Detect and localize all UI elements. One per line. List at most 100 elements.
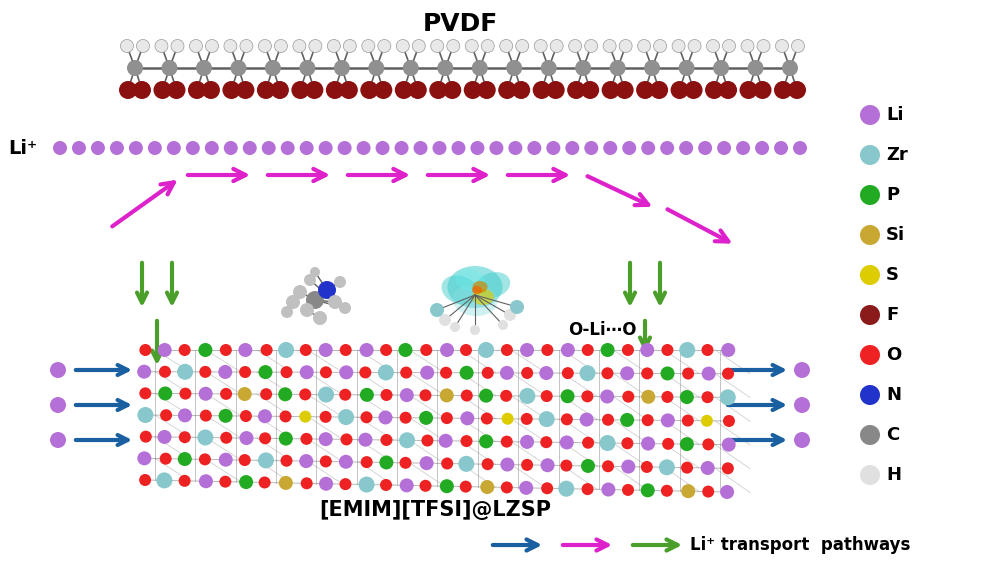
Circle shape bbox=[50, 397, 66, 413]
Circle shape bbox=[360, 456, 372, 468]
Circle shape bbox=[580, 413, 594, 427]
Circle shape bbox=[360, 388, 374, 402]
Circle shape bbox=[240, 366, 251, 378]
Circle shape bbox=[685, 81, 703, 99]
Circle shape bbox=[472, 60, 488, 76]
Circle shape bbox=[465, 39, 478, 53]
Circle shape bbox=[470, 141, 484, 155]
Circle shape bbox=[140, 387, 152, 399]
Circle shape bbox=[278, 342, 294, 358]
Circle shape bbox=[398, 343, 412, 357]
Circle shape bbox=[318, 387, 334, 403]
Circle shape bbox=[440, 343, 454, 357]
Text: Zr: Zr bbox=[886, 146, 908, 164]
Circle shape bbox=[220, 476, 232, 488]
Circle shape bbox=[748, 60, 763, 76]
Circle shape bbox=[450, 322, 460, 332]
Ellipse shape bbox=[472, 281, 487, 293]
Circle shape bbox=[177, 364, 193, 380]
Circle shape bbox=[310, 267, 320, 277]
Circle shape bbox=[562, 367, 574, 379]
Circle shape bbox=[582, 344, 594, 356]
Circle shape bbox=[500, 390, 512, 402]
Circle shape bbox=[602, 367, 614, 379]
Text: O-Li⋯O: O-Li⋯O bbox=[568, 321, 637, 339]
Circle shape bbox=[380, 434, 392, 446]
Circle shape bbox=[720, 389, 736, 405]
Text: F: F bbox=[886, 306, 898, 324]
Circle shape bbox=[224, 39, 237, 53]
Text: N: N bbox=[886, 386, 901, 404]
Text: C: C bbox=[886, 426, 899, 444]
Circle shape bbox=[300, 303, 314, 317]
Circle shape bbox=[722, 463, 734, 475]
Circle shape bbox=[447, 39, 460, 53]
Circle shape bbox=[703, 485, 715, 497]
Circle shape bbox=[199, 343, 213, 357]
Circle shape bbox=[481, 39, 494, 53]
Circle shape bbox=[500, 366, 514, 380]
Circle shape bbox=[292, 39, 305, 53]
Circle shape bbox=[585, 39, 598, 53]
Circle shape bbox=[561, 413, 573, 425]
Circle shape bbox=[110, 141, 124, 155]
Circle shape bbox=[270, 81, 288, 99]
Circle shape bbox=[260, 388, 272, 400]
Ellipse shape bbox=[441, 275, 478, 305]
Circle shape bbox=[650, 81, 668, 99]
Circle shape bbox=[661, 485, 673, 497]
Circle shape bbox=[569, 39, 582, 53]
Circle shape bbox=[340, 81, 358, 99]
Circle shape bbox=[671, 81, 689, 99]
Circle shape bbox=[620, 367, 634, 380]
Circle shape bbox=[168, 81, 186, 99]
Circle shape bbox=[560, 460, 572, 472]
Circle shape bbox=[502, 413, 514, 425]
Circle shape bbox=[199, 453, 211, 465]
Circle shape bbox=[308, 39, 322, 53]
Ellipse shape bbox=[472, 289, 494, 305]
Circle shape bbox=[441, 457, 453, 469]
Circle shape bbox=[541, 344, 553, 356]
Circle shape bbox=[179, 344, 191, 356]
Circle shape bbox=[479, 389, 493, 403]
Circle shape bbox=[140, 431, 152, 443]
Circle shape bbox=[682, 415, 694, 427]
Circle shape bbox=[662, 391, 674, 403]
Text: P: P bbox=[886, 186, 899, 204]
Circle shape bbox=[240, 410, 251, 422]
Circle shape bbox=[159, 387, 173, 400]
Circle shape bbox=[306, 291, 324, 309]
Circle shape bbox=[380, 344, 392, 356]
Circle shape bbox=[431, 39, 444, 53]
Circle shape bbox=[541, 482, 553, 494]
Circle shape bbox=[378, 364, 394, 380]
Circle shape bbox=[482, 458, 494, 470]
Circle shape bbox=[50, 362, 66, 378]
Circle shape bbox=[358, 477, 374, 493]
Circle shape bbox=[644, 60, 660, 76]
Circle shape bbox=[519, 481, 533, 495]
Circle shape bbox=[470, 325, 480, 335]
Circle shape bbox=[622, 460, 636, 473]
Circle shape bbox=[603, 39, 616, 53]
Circle shape bbox=[616, 81, 634, 99]
Circle shape bbox=[793, 141, 807, 155]
Circle shape bbox=[439, 434, 453, 448]
Circle shape bbox=[437, 60, 453, 76]
Text: PVDF: PVDF bbox=[422, 12, 498, 36]
Circle shape bbox=[206, 39, 219, 53]
Circle shape bbox=[672, 39, 685, 53]
Circle shape bbox=[299, 365, 313, 379]
Circle shape bbox=[602, 482, 616, 497]
Circle shape bbox=[205, 141, 219, 155]
Circle shape bbox=[721, 485, 735, 499]
Circle shape bbox=[461, 389, 473, 401]
Circle shape bbox=[788, 81, 806, 99]
Ellipse shape bbox=[455, 269, 485, 291]
Circle shape bbox=[460, 411, 474, 425]
Circle shape bbox=[318, 432, 332, 446]
Circle shape bbox=[860, 145, 880, 165]
Circle shape bbox=[419, 411, 433, 425]
Circle shape bbox=[533, 81, 551, 99]
